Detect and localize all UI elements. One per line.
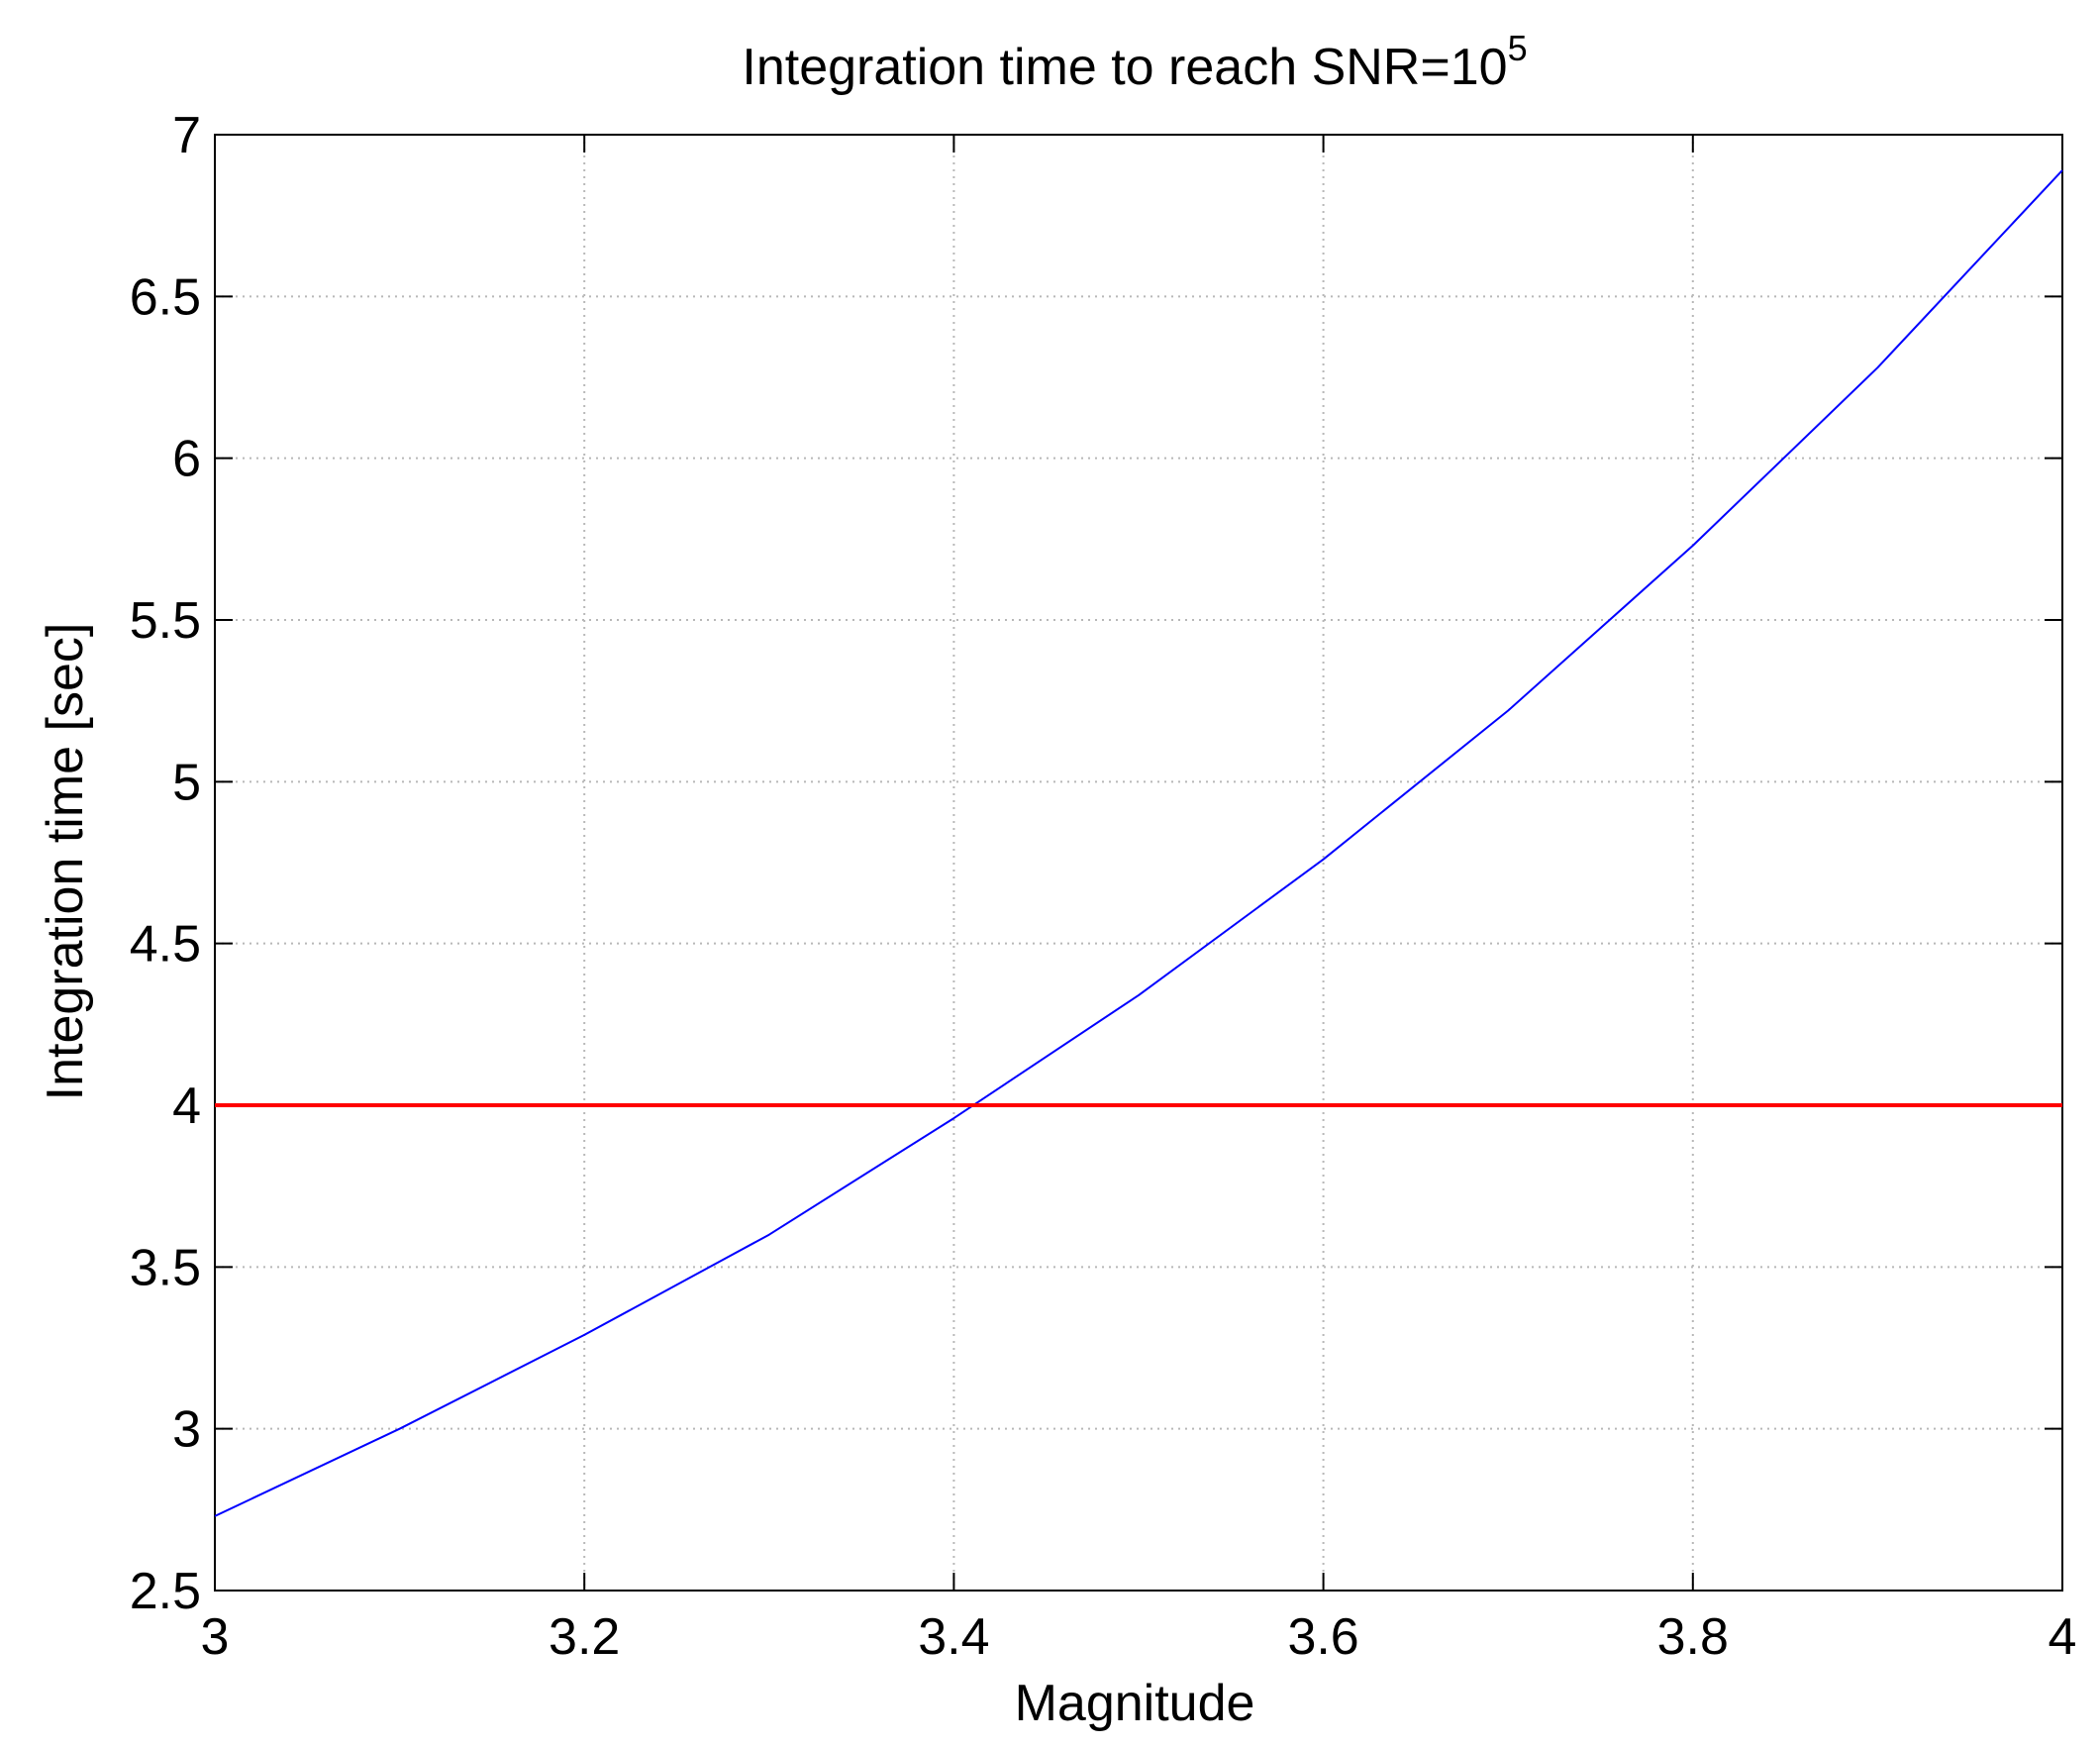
y-tick-label: 5.5 — [130, 592, 201, 650]
x-tick-label: 3.2 — [549, 1608, 620, 1666]
chart-title: Integration time to reach SNR=105 — [742, 28, 1527, 96]
y-tick-label: 4.5 — [130, 916, 201, 974]
y-tick-label: 4 — [172, 1078, 201, 1135]
y-axis-tick-labels: 2.5 3 3.5 4 4.5 5 5.5 6 6.5 7 — [130, 107, 201, 1620]
chart-title-superscript: 5 — [1508, 28, 1528, 68]
y-tick-label: 6.5 — [130, 268, 201, 326]
x-axis-label: Magnitude — [1015, 1675, 1255, 1732]
x-tick-label: 3.4 — [918, 1608, 989, 1666]
chart-title-main: Integration time to reach SNR=10 — [742, 39, 1507, 96]
x-tick-label: 4 — [2049, 1608, 2077, 1666]
x-axis-tick-labels: 3 3.2 3.4 3.6 3.8 4 — [201, 1608, 2077, 1666]
y-tick-label: 5 — [172, 754, 201, 811]
x-tick-label: 3.6 — [1287, 1608, 1358, 1666]
y-tick-label: 3 — [172, 1401, 201, 1459]
y-tick-label: 6 — [172, 431, 201, 488]
y-tick-label: 3.5 — [130, 1239, 201, 1296]
x-tick-label: 3 — [201, 1608, 230, 1666]
integration-time-curve — [214, 169, 2063, 1517]
y-tick-label: 2.5 — [130, 1563, 201, 1620]
series-lines — [214, 169, 2063, 1517]
y-tick-label: 7 — [172, 107, 201, 164]
axis-ticks — [214, 134, 2063, 1592]
y-axis-label: Integration time [sec] — [37, 623, 94, 1101]
plot-area-frame — [214, 134, 2063, 1592]
x-tick-label: 3.8 — [1657, 1608, 1729, 1666]
